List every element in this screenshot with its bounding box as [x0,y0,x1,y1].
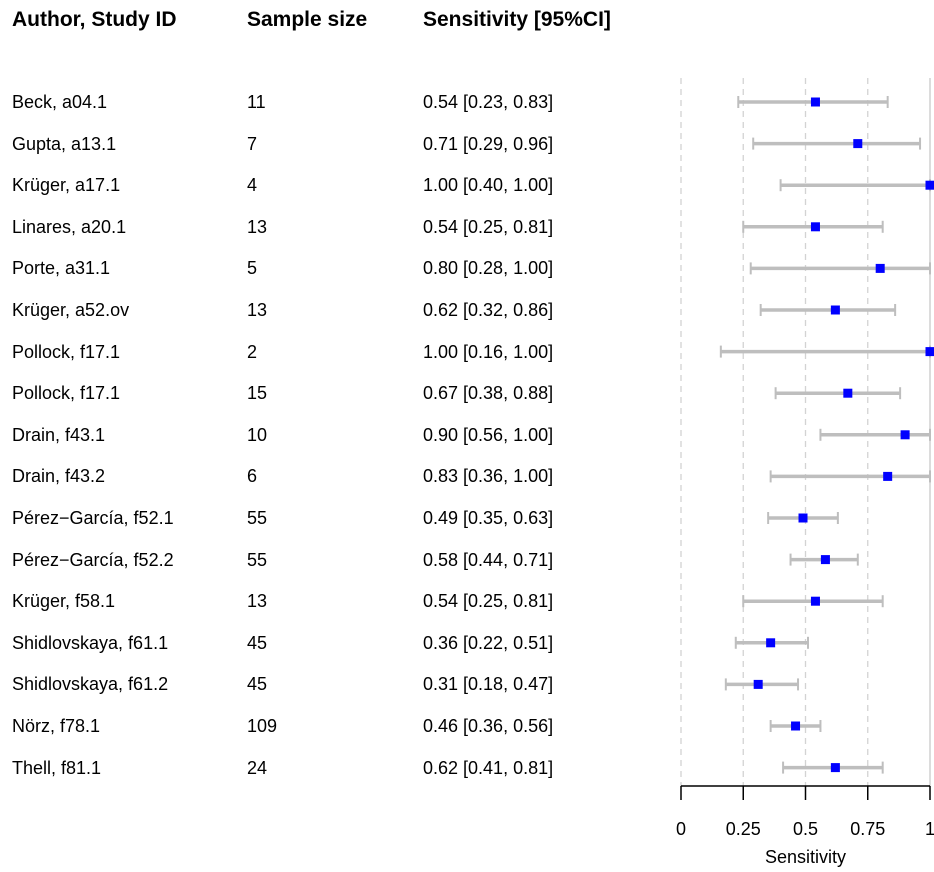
sample-size: 109 [247,716,278,736]
x-tick-label: 0 [676,819,686,839]
study-label: Shidlovskaya, f61.1 [12,632,169,653]
x-axis-title: Sensitivity [765,847,846,867]
sample-size: 15 [247,383,268,404]
point-estimate [798,513,808,523]
ci-text: 1.00 [0.40, 1.00] [423,175,554,196]
ci-text: 0.71 [0.29, 0.96] [423,133,554,154]
study-label: Thell, f81.1 [12,757,102,778]
ci-text: 1.00 [0.16, 1.00] [423,341,554,362]
sample-size: 11 [247,92,266,112]
point-estimate [883,471,893,481]
ci-text: 0.83 [0.36, 1.00] [423,466,554,487]
study-label: Drain, f43.1 [12,424,106,445]
ci-text: 0.62 [0.41, 0.81] [423,757,554,778]
study-label: Pérez−García, f52.1 [12,508,174,528]
point-estimate [791,721,801,731]
sample-size: 55 [247,508,268,528]
point-estimate [830,763,840,773]
sample-size: 45 [247,674,268,695]
point-estimate [875,263,885,273]
ci-text: 0.36 [0.22, 0.51] [423,632,554,653]
point-estimate [766,638,776,648]
ci-text: 0.90 [0.56, 1.00] [423,424,554,445]
study-label: Pérez−García, f52.2 [12,549,174,570]
study-label: Pollock, f17.1 [12,341,121,362]
sample-size: 24 [247,757,268,778]
ci-text: 0.54 [0.23, 0.83] [423,92,554,112]
study-column-header: Author, Study ID [12,8,177,31]
study-label: Krüger, f58.1 [12,591,116,612]
study-label: Linares, a20.1 [12,216,127,237]
point-estimate [810,596,820,606]
sample-size: 6 [247,466,258,487]
sample-size: 45 [247,632,268,653]
sample-size-column-header: Sample size [247,8,368,31]
ci-text: 0.54 [0.25, 0.81] [423,216,554,237]
ci-text: 0.49 [0.35, 0.63] [423,508,554,528]
sample-size: 13 [247,300,268,320]
study-label: Shidlovskaya, f61.2 [12,674,169,695]
study-label: Krüger, a52.ov [12,300,130,320]
point-estimate [853,139,863,149]
point-estimate [843,388,853,398]
x-tick-label: 0.75 [850,819,885,839]
sample-size: 7 [247,133,258,154]
ci-text: 0.58 [0.44, 0.71] [423,549,554,570]
x-tick-label: 0.5 [793,819,818,839]
x-tick-label: 1 [925,819,934,839]
ci-text: 0.31 [0.18, 0.47] [423,674,554,695]
sample-size: 10 [247,424,268,445]
study-label: Gupta, a13.1 [12,133,117,154]
ci-text: 0.80 [0.28, 1.00] [423,258,554,279]
point-estimate [820,555,830,565]
sensitivity-column-header: Sensitivity [95%CI] [423,8,611,31]
study-label: Nörz, f78.1 [12,716,101,736]
sample-size: 5 [247,258,258,279]
point-estimate [810,222,820,232]
point-estimate [753,679,763,689]
point-estimate [810,97,820,107]
point-estimate [830,305,840,315]
sample-size: 13 [247,216,268,237]
ci-text: 0.46 [0.36, 0.56] [423,716,554,736]
study-label: Beck, a04.1 [12,92,108,112]
point-estimate [900,430,910,440]
study-label: Pollock, f17.1 [12,383,121,404]
study-label: Krüger, a17.1 [12,175,121,196]
point-estimate [925,180,934,190]
sample-size: 4 [247,175,258,196]
study-label: Porte, a31.1 [12,258,111,279]
study-label: Drain, f43.2 [12,466,106,487]
ci-text: 0.62 [0.32, 0.86] [423,300,554,320]
x-tick-label: 0.25 [726,819,761,839]
sample-size: 2 [247,341,258,362]
sample-size: 13 [247,591,268,612]
ci-text: 0.67 [0.38, 0.88] [423,383,554,404]
sample-size: 55 [247,549,268,570]
point-estimate [925,347,934,357]
ci-text: 0.54 [0.25, 0.81] [423,591,554,612]
